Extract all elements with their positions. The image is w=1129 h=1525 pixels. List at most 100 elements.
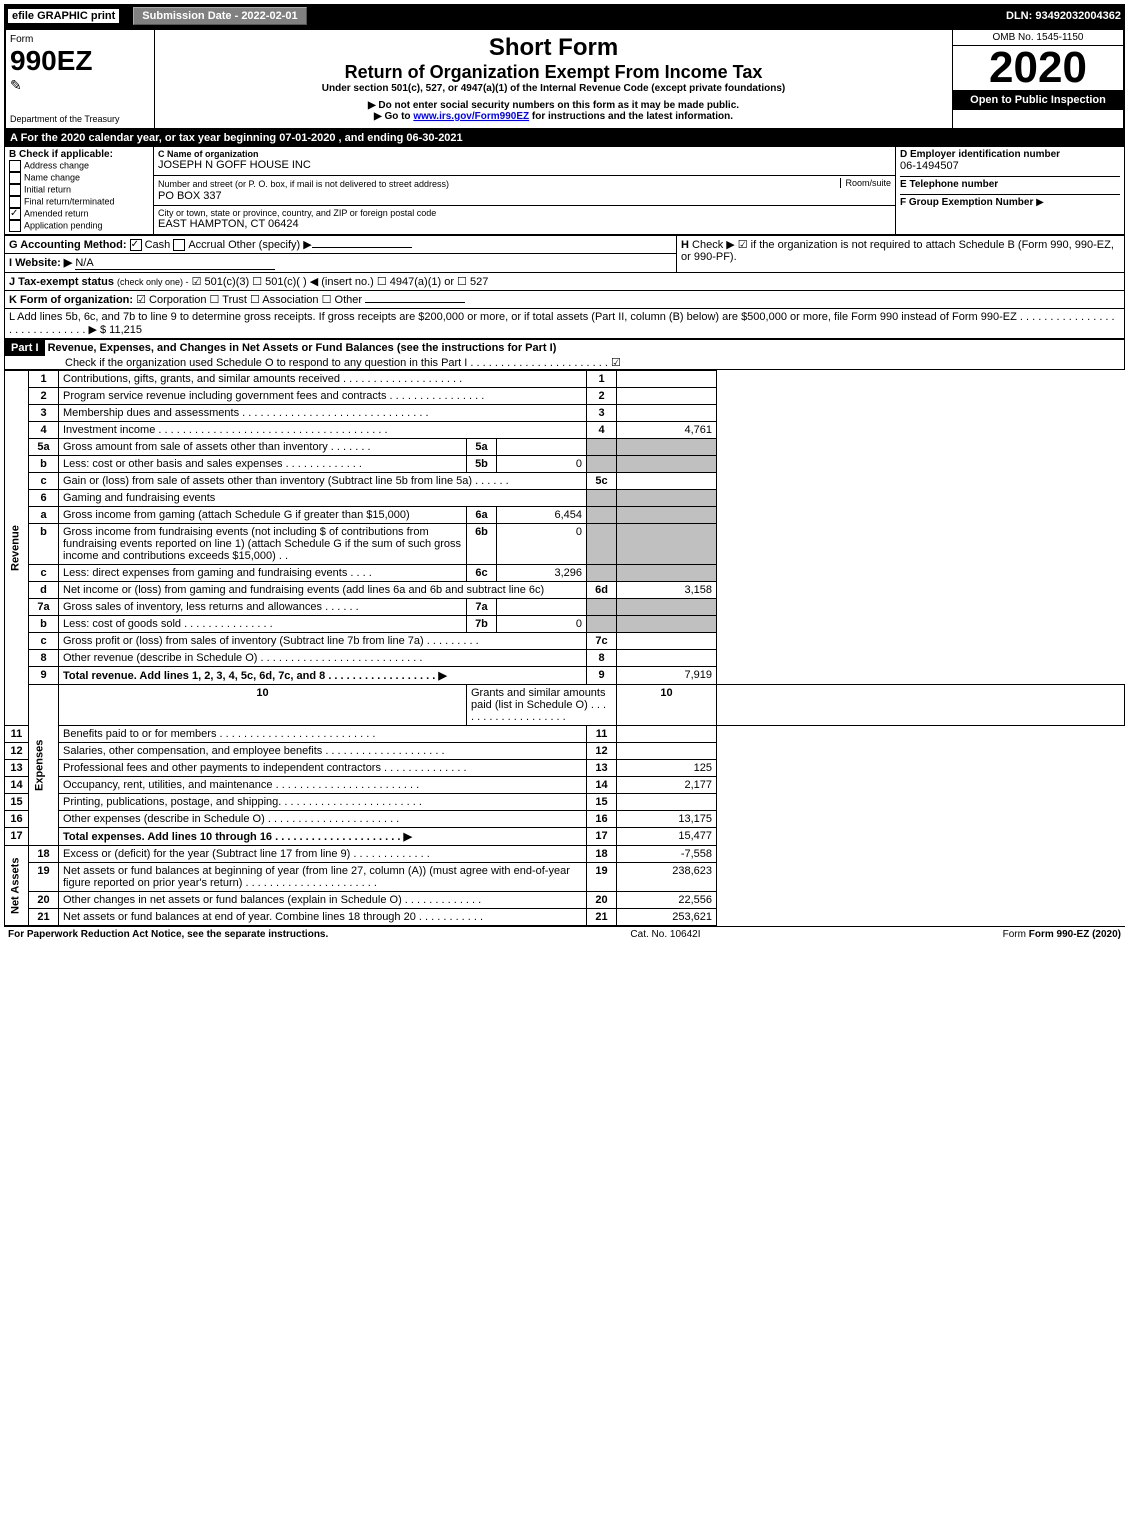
dln-label: DLN: 93492032004362 (1006, 10, 1121, 22)
cb-application-pending[interactable] (9, 220, 21, 232)
l21-text: Net assets or fund balances at end of ye… (59, 909, 587, 926)
l6d-num: d (29, 582, 59, 599)
l6c-iamt: 3,296 (496, 565, 586, 582)
irs-link[interactable]: www.irs.gov/Form990EZ (413, 111, 529, 122)
l1-text: Contributions, gifts, grants, and simila… (59, 371, 587, 388)
l6b-num: b (29, 524, 59, 565)
box-c-name-label: C Name of organization (158, 149, 891, 159)
l5c-box: 5c (587, 473, 617, 490)
l7b-num: b (29, 616, 59, 633)
l4-amt: 4,761 (617, 422, 717, 439)
l20-box: 20 (587, 892, 617, 909)
l18-box: 18 (587, 846, 617, 863)
l12-text: Salaries, other compensation, and employ… (59, 743, 587, 760)
box-f-arrow: ▶ (1036, 197, 1044, 208)
footer-right-text: Form 990-EZ (2020) (1029, 929, 1121, 940)
l10-num: 10 (59, 685, 467, 726)
addr-label: Number and street (or P. O. box, if mail… (158, 179, 449, 189)
cb-cash[interactable] (130, 239, 142, 251)
line-j-label: J Tax-exempt status (9, 276, 114, 288)
l6a-ibox: 6a (466, 507, 496, 524)
cb-initial-return[interactable] (9, 184, 21, 196)
l7a-num: 7a (29, 599, 59, 616)
form-word: Form (10, 34, 150, 45)
cb-final-return[interactable] (9, 196, 21, 208)
l6a-gray (587, 507, 617, 524)
l7c-box: 7c (587, 633, 617, 650)
l5a-iamt (496, 439, 586, 456)
period-begin: 07-01-2020 (279, 132, 335, 144)
cb-accrual[interactable] (173, 239, 185, 251)
l15-amt (617, 794, 717, 811)
l20-amt: 22,556 (617, 892, 717, 909)
l5c-amt (617, 473, 717, 490)
period-end: 06-30-2021 (406, 132, 462, 144)
l21-num: 21 (29, 909, 59, 926)
form-number: 990EZ (10, 45, 150, 77)
other-label: Other (specify) ▶ (228, 239, 312, 251)
l8-text: Other revenue (describe in Schedule O) .… (59, 650, 587, 667)
l13-amt: 125 (617, 760, 717, 777)
l6-gray (587, 490, 617, 507)
line-k-label: K Form of organization: (9, 294, 133, 306)
part1-title: Revenue, Expenses, and Changes in Net As… (48, 342, 557, 354)
period-bar: A For the 2020 calendar year, or tax yea… (4, 130, 1125, 146)
l1-box: 1 (587, 371, 617, 388)
header-left: Form 990EZ ✎ Department of the Treasury (6, 30, 155, 128)
l6d-amt: 3,158 (617, 582, 717, 599)
l7a-iamt (496, 599, 586, 616)
cb-address-change[interactable] (9, 160, 21, 172)
l17-amt: 15,477 (617, 828, 717, 846)
l17-box: 17 (587, 828, 617, 846)
line-h: H Check ▶ ☑ if the organization is not r… (677, 236, 1125, 273)
l3-text: Membership dues and assessments . . . . … (59, 405, 587, 422)
l7c-num: c (29, 633, 59, 650)
l5b-num: b (29, 456, 59, 473)
cb-application-pending-label: Application pending (24, 220, 103, 230)
l6b-text: Gross income from fundraising events (no… (59, 524, 467, 565)
l7b-text: Less: cost of goods sold . . . . . . . .… (59, 616, 467, 633)
lines-table: Revenue 1Contributions, gifts, grants, a… (4, 370, 1125, 926)
part1-header-row: Part I Revenue, Expenses, and Changes in… (4, 339, 1125, 370)
line-h-text: Check ▶ ☑ if the organization is not req… (681, 239, 1114, 263)
goto-post: for instructions and the latest informat… (529, 111, 733, 122)
line-l-amount: 11,215 (109, 324, 142, 336)
l2-box: 2 (587, 388, 617, 405)
l6c-gray2 (617, 565, 717, 582)
l21-box: 21 (587, 909, 617, 926)
l11-box: 11 (587, 726, 617, 743)
line-l: L Add lines 5b, 6c, and 7b to line 9 to … (5, 309, 1125, 339)
l1-num: 1 (29, 371, 59, 388)
box-c-addr: Number and street (or P. O. box, if mail… (154, 175, 896, 206)
open-to-public: Open to Public Inspection (953, 90, 1123, 110)
submission-date-button[interactable]: Submission Date - 2022-02-01 (133, 7, 306, 25)
l18-amt: -7,558 (617, 846, 717, 863)
l16-text: Other expenses (describe in Schedule O) … (59, 811, 587, 828)
l15-text: Printing, publications, postage, and shi… (59, 794, 587, 811)
l5a-num: 5a (29, 439, 59, 456)
cb-initial-return-label: Initial return (24, 184, 71, 194)
accrual-label: Accrual (188, 239, 225, 251)
other-specify-input[interactable] (312, 247, 412, 248)
room-label: Room/suite (840, 178, 891, 188)
box-c-city: City or town, state or province, country… (154, 206, 896, 235)
l7b-ibox: 7b (466, 616, 496, 633)
line-k-other-input[interactable] (365, 302, 465, 303)
line-j: J Tax-exempt status (check only one) - ☑… (5, 273, 1125, 291)
cb-amended-return[interactable] (9, 208, 21, 220)
l7a-ibox: 7a (466, 599, 496, 616)
website-value: N/A (75, 257, 275, 270)
ghijkl-table: G Accounting Method: Cash Accrual Other … (4, 235, 1125, 339)
l7a-gray (587, 599, 617, 616)
line-i-label: I Website: ▶ (9, 257, 72, 269)
l7b-iamt: 0 (496, 616, 586, 633)
l13-box: 13 (587, 760, 617, 777)
cb-amended-return-label: Amended return (24, 208, 89, 218)
l5c-num: c (29, 473, 59, 490)
l6-num: 6 (29, 490, 59, 507)
ein-value: 06-1494507 (900, 160, 1120, 172)
cash-label: Cash (145, 239, 171, 251)
l8-box: 8 (587, 650, 617, 667)
line-i: I Website: ▶ N/A (5, 254, 677, 273)
cb-name-change[interactable] (9, 172, 21, 184)
